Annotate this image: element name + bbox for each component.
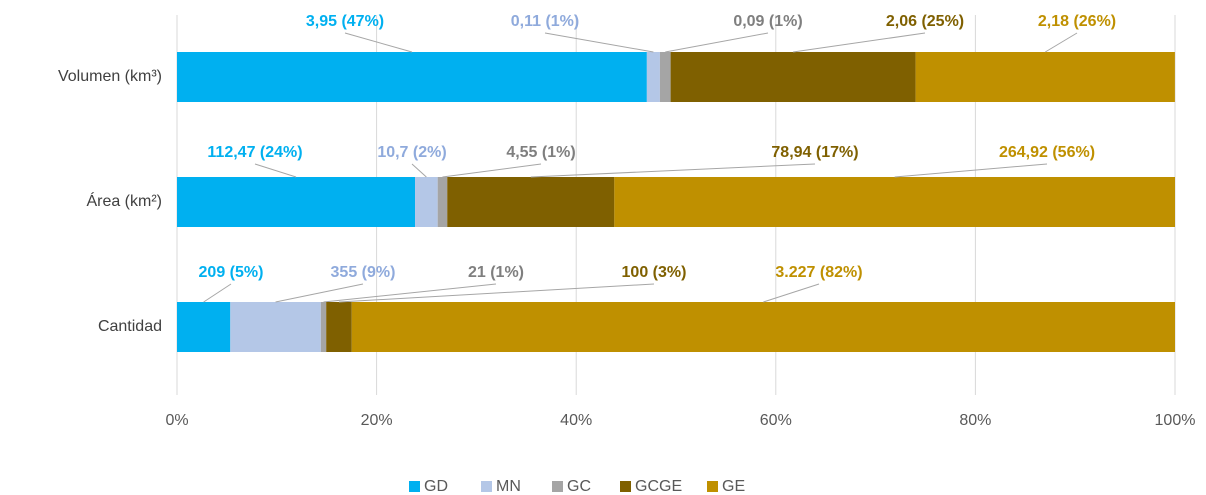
x-tick-label: 20% — [361, 412, 393, 429]
leader-line — [530, 163, 816, 178]
legend-swatch — [409, 481, 420, 492]
leader-line — [793, 32, 926, 53]
data-label: 0,09 (1%) — [733, 13, 802, 30]
leader-line — [411, 163, 427, 178]
data-label: 21 (1%) — [468, 264, 524, 281]
data-label: 78,94 (17%) — [771, 144, 858, 161]
bar-segment — [415, 177, 438, 227]
data-label: 3.227 (82%) — [775, 264, 862, 281]
bar-segment — [437, 177, 448, 227]
leader-line — [338, 283, 655, 303]
data-label: 4,55 (1%) — [506, 144, 575, 161]
data-label: 264,92 (56%) — [999, 144, 1095, 161]
x-tick-label: 0% — [165, 412, 188, 429]
x-tick-label: 40% — [560, 412, 592, 429]
bar-segment — [915, 52, 1175, 102]
bar-segment — [351, 302, 1176, 352]
legend-label: GD — [424, 478, 448, 495]
legend-swatch — [481, 481, 492, 492]
data-label: 355 (9%) — [331, 264, 396, 281]
leader-line — [254, 163, 297, 178]
leader-line — [894, 163, 1048, 178]
leader-line — [665, 32, 769, 53]
bar-segment — [614, 177, 1175, 227]
bar-segment — [320, 302, 327, 352]
data-label: 2,06 (25%) — [886, 13, 964, 30]
leader-line — [763, 283, 820, 303]
leader-line — [544, 32, 654, 53]
bar-segment — [177, 52, 647, 102]
legend-swatch — [707, 481, 718, 492]
bar-segment — [447, 177, 615, 227]
leader-line — [323, 283, 497, 303]
legend-label: MN — [496, 478, 521, 495]
leader-line — [1045, 32, 1078, 53]
bar-segment — [177, 177, 416, 227]
bar-segment — [670, 52, 916, 102]
bar-segment — [326, 302, 352, 352]
leader-line — [442, 163, 542, 178]
category-label: Cantidad — [98, 318, 162, 335]
data-label: 2,18 (26%) — [1038, 13, 1116, 30]
bar-segment — [230, 302, 321, 352]
category-label: Área (km²) — [86, 191, 162, 210]
data-label: 3,95 (47%) — [306, 13, 384, 30]
bar-segment — [646, 52, 660, 102]
bar-segment — [659, 52, 671, 102]
leader-line — [203, 283, 232, 303]
leader-line — [344, 32, 413, 53]
data-label: 0,11 (1%) — [511, 13, 579, 30]
data-label: 100 (3%) — [622, 264, 687, 281]
x-tick-label: 80% — [959, 412, 991, 429]
leader-line — [275, 283, 364, 303]
x-tick-label: 100% — [1155, 412, 1196, 429]
legend-label: GE — [722, 478, 745, 495]
legend-label: GCGE — [635, 478, 682, 495]
category-label: Volumen (km³) — [58, 68, 162, 85]
bar-segment — [177, 302, 231, 352]
x-tick-label: 60% — [760, 412, 792, 429]
legend-swatch — [552, 481, 563, 492]
legend-swatch — [620, 481, 631, 492]
data-label: 209 (5%) — [199, 264, 264, 281]
legend-label: GC — [567, 478, 591, 495]
data-label: 10,7 (2%) — [377, 144, 446, 161]
data-label: 112,47 (24%) — [207, 144, 302, 161]
